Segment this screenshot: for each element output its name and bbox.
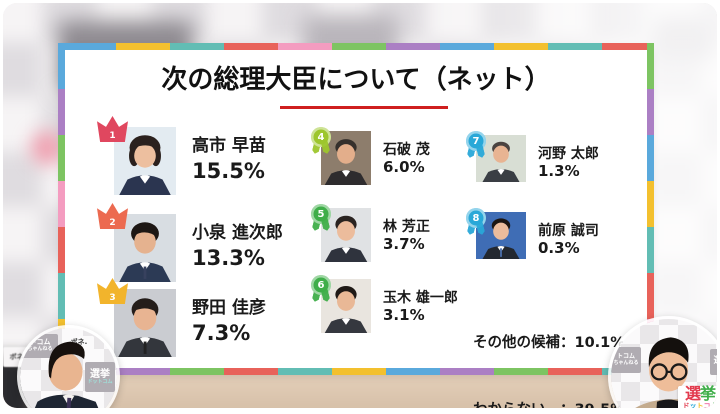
panel-subtext: ちゃんねる — [27, 346, 53, 353]
rank1-crown-icon: 1 — [97, 116, 128, 142]
others-line: その他の候補：10.1% — [473, 334, 625, 351]
panel-subtext: ちゃんねる — [613, 359, 639, 366]
rank5-ribbon-icon: 5 — [311, 204, 333, 235]
commentator-webcam-left: トコム ちゃんねる ボネ. 選挙 ドットコム — [17, 325, 120, 408]
logo-char: 挙 — [700, 384, 716, 403]
ribbon-disc: 8 — [466, 208, 486, 228]
candidate-percentage: 7.3% — [192, 320, 251, 345]
logo-sub-text: ドットコム — [682, 401, 718, 408]
other-results: その他の候補：10.1% わからない ：39.5% — [473, 287, 625, 408]
panel-text: トコム — [29, 338, 51, 347]
candidate-name: 玉木 雄一郎 — [383, 290, 458, 306]
rank-number: 5 — [317, 208, 325, 220]
person-portrait — [119, 222, 171, 282]
commentator-webcam-right: トコム ちゃんねる 選 選挙 ドットコム — [608, 316, 717, 408]
rank6-ribbon-icon: 6 — [311, 275, 333, 306]
candidate-percentage: 0.3% — [538, 239, 580, 258]
wall-panel-senkyo-partial: 選 — [710, 349, 717, 375]
candidate-name: 野田 佳彦 — [192, 298, 266, 318]
card-border-left — [58, 43, 65, 375]
studio-scene: ボネ. 次の総理大臣について（ネット） 1 — [3, 3, 717, 408]
unknown-line: わからない ：39.5% — [473, 399, 625, 408]
ribbon-disc: 5 — [311, 204, 331, 224]
candidate-percentage: 1.3% — [538, 162, 580, 181]
candidate-name: 石破 茂 — [383, 142, 430, 158]
card-border-bottom — [62, 368, 650, 375]
candidate-percentage: 3.1% — [383, 306, 425, 325]
rank-number: 7 — [472, 135, 480, 147]
rank3-crown-icon: 3 — [97, 278, 128, 304]
candidate-percentage: 3.7% — [383, 235, 425, 254]
poll-result-card: 次の総理大臣について（ネット） 1 — [58, 43, 654, 408]
candidate-row-1: 1 高市 早苗 15.5% — [97, 116, 266, 195]
candidate-row-7: 7 河野 太郎 1.3% — [466, 131, 599, 182]
ribbon-disc: 4 — [311, 127, 331, 147]
candidate-name: 前原 誠司 — [538, 223, 599, 239]
candidate-photo — [476, 212, 526, 259]
rank2-crown-icon: 2 — [97, 203, 128, 229]
candidate-row-5: 5 林 芳正 3.7% — [311, 204, 430, 262]
candidate-percentage: 6.0% — [383, 158, 425, 177]
rank8-ribbon-icon: 8 — [466, 208, 488, 239]
rank4-ribbon-icon: 4 — [311, 127, 333, 158]
commentator-left-portrait — [34, 341, 99, 408]
title-underline — [280, 106, 448, 109]
panel-text: トコム — [616, 352, 635, 360]
rank-number: 4 — [317, 131, 325, 143]
rank-number: 8 — [472, 212, 480, 224]
person-portrait — [482, 218, 520, 259]
ribbon-disc: 7 — [466, 131, 486, 151]
candidate-row-8: 8 前原 誠司 0.3% — [466, 208, 599, 259]
panel-text: 選 — [713, 356, 717, 367]
wall-panel-senkyo: 選挙 ドットコム — [85, 362, 115, 392]
candidate-name: 高市 早苗 — [192, 136, 266, 156]
person-portrait — [482, 141, 520, 182]
person-portrait — [119, 135, 171, 195]
wall-panel-channel: トコム ちゃんねる — [611, 347, 641, 373]
candidate-name: 河野 太郎 — [538, 146, 599, 162]
person-portrait — [324, 215, 368, 262]
candidate-row-3: 3 野田 佳彦 7.3% — [97, 278, 266, 357]
card-border-top — [62, 43, 650, 50]
rank7-ribbon-icon: 7 — [466, 131, 488, 162]
candidate-row-6: 6 玉木 雄一郎 3.1% — [311, 275, 458, 333]
senkyo-dotcom-logo: 選挙 ドットコム — [678, 384, 718, 408]
person-portrait — [324, 285, 368, 333]
candidate-percentage: 13.3% — [192, 245, 265, 270]
candidate-row-4: 4 石破 茂 6.0% — [311, 127, 430, 185]
card-border-right — [647, 43, 654, 375]
poll-title: 次の総理大臣について（ネット） — [161, 65, 551, 95]
rank-number: 1 — [109, 131, 116, 141]
person-portrait — [324, 139, 368, 185]
person-portrait — [118, 298, 172, 357]
candidate-name: 小泉 進次郎 — [192, 223, 283, 243]
logo-char: 選 — [684, 384, 701, 403]
candidate-percentage: 15.5% — [192, 158, 265, 183]
candidate-row-2: 2 小泉 進次郎 13.3% — [97, 203, 283, 282]
ribbon-disc: 6 — [311, 275, 331, 295]
rank-number: 2 — [109, 218, 116, 228]
candidate-photo — [114, 127, 176, 195]
logo-main-text: 選挙 — [678, 384, 717, 403]
panel-text: 選挙 — [90, 368, 110, 380]
panel-subtext: ドットコム — [87, 378, 113, 385]
panel-text: ボネ. — [70, 338, 88, 347]
rank-number: 3 — [109, 293, 116, 303]
candidate-name: 林 芳正 — [383, 219, 430, 235]
rank-number: 6 — [317, 279, 325, 291]
